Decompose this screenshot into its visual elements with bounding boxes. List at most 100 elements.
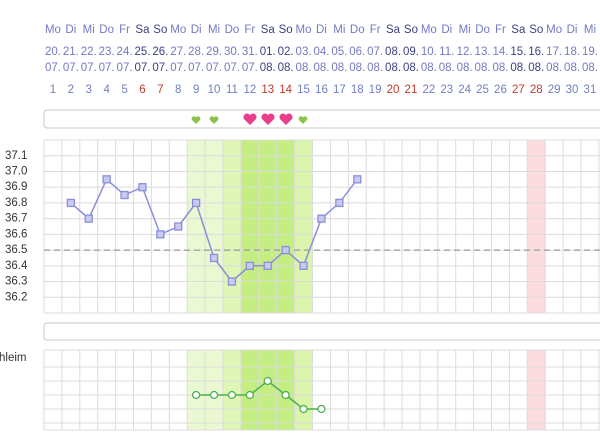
- month: 08.: [439, 62, 455, 74]
- weekday: Mo: [421, 24, 437, 36]
- temp-point: [317, 214, 326, 223]
- month: 07.: [63, 62, 79, 74]
- y-tick-label: 36.5: [5, 244, 27, 256]
- weekday: Mi: [459, 24, 471, 36]
- temp-point: [66, 198, 75, 208]
- month: 08.: [421, 62, 437, 74]
- date: 20.: [45, 46, 61, 58]
- weekday: Mo: [170, 24, 186, 36]
- heart: [261, 113, 275, 125]
- month: 08.: [475, 62, 491, 74]
- weekday: Di: [65, 24, 76, 36]
- month: 08.: [492, 62, 508, 74]
- month: 08.: [313, 62, 329, 74]
- cycle-day: 19: [369, 84, 382, 96]
- date: 16.: [528, 46, 544, 58]
- weekday: Fr: [244, 24, 255, 36]
- phase-band: [223, 140, 241, 313]
- weekday: So: [404, 24, 418, 36]
- month: 07.: [45, 62, 61, 74]
- date: 22.: [81, 46, 97, 58]
- temp-point: [299, 261, 308, 270]
- temp-point: [245, 261, 255, 270]
- month: 08.: [278, 62, 294, 74]
- date: 26.: [152, 46, 168, 58]
- month: 08.: [546, 62, 562, 74]
- phase-band: [294, 140, 313, 313]
- weekday: Fr: [119, 24, 130, 36]
- date: 28.: [188, 46, 204, 58]
- weekday: Mi: [208, 24, 220, 36]
- cycle-day: 15: [297, 84, 310, 96]
- month: 07.: [188, 62, 204, 74]
- heart: [209, 116, 219, 124]
- weekday: Fr: [370, 24, 381, 36]
- temp-point: [156, 230, 165, 239]
- heart: [298, 116, 308, 124]
- date: 09.: [403, 46, 419, 58]
- mucus-point: [245, 390, 255, 400]
- y-tick-label: 37.0: [5, 165, 27, 177]
- weekday: So: [279, 24, 293, 36]
- y-tick-label: 36.8: [5, 197, 27, 209]
- weekday: Mi: [333, 24, 345, 36]
- cycle-day: 12: [243, 84, 256, 96]
- month: 07.: [99, 62, 115, 74]
- temp-point: [174, 222, 183, 231]
- cycle-day: 13: [261, 84, 274, 96]
- date: 30.: [224, 46, 240, 58]
- month: 08.: [349, 62, 365, 74]
- cycle-day: 22: [422, 84, 435, 96]
- mucus-label: hleim: [0, 352, 26, 364]
- date: 29.: [206, 46, 222, 58]
- phase-band: [223, 350, 241, 430]
- month: 08.: [260, 62, 276, 74]
- date: 27.: [170, 46, 186, 58]
- weekday: Sa: [135, 24, 150, 36]
- cycle-day: 31: [584, 84, 597, 96]
- mucus-point: [227, 390, 237, 400]
- cycle-day: 11: [226, 84, 238, 96]
- date: 06.: [349, 46, 365, 58]
- weekday: Fr: [495, 24, 506, 36]
- weekday: Di: [191, 24, 202, 36]
- date: 01.: [260, 46, 276, 58]
- phase-band: [240, 140, 295, 313]
- month: 08.: [582, 62, 598, 74]
- mucus-point: [299, 404, 308, 414]
- date: 13.: [475, 46, 491, 58]
- month: 08.: [331, 62, 347, 74]
- month: 08.: [564, 62, 580, 74]
- cycle-day: 25: [476, 84, 489, 96]
- weekday: Do: [475, 24, 490, 36]
- cycle-day: 17: [333, 84, 346, 96]
- date: 05.: [331, 46, 347, 58]
- cycle-day: 6: [139, 84, 145, 96]
- cycle-day: 30: [566, 84, 579, 96]
- weekday: Sa: [386, 24, 401, 36]
- month: 07.: [170, 62, 186, 74]
- cycle-day: 24: [458, 84, 471, 96]
- weekday: Sa: [261, 24, 276, 36]
- date: 03.: [296, 46, 312, 58]
- month: 07.: [206, 62, 222, 74]
- heart: [279, 113, 293, 125]
- date: 24.: [117, 46, 133, 58]
- cycle-day: 1: [50, 84, 56, 96]
- weekday: So: [529, 24, 543, 36]
- weekday: Di: [316, 24, 327, 36]
- mucus-point: [209, 390, 219, 400]
- cycle-day: 26: [494, 84, 507, 96]
- hearts: [191, 113, 308, 125]
- month: 07.: [242, 62, 258, 74]
- date: 10.: [421, 46, 437, 58]
- mucus-point: [191, 390, 201, 400]
- cycle-day: 23: [440, 84, 453, 96]
- temp-point: [263, 261, 272, 270]
- date: 04.: [313, 46, 329, 58]
- date: 21.: [63, 46, 79, 58]
- cycle-day: 9: [193, 84, 199, 96]
- cycle-day: 16: [315, 84, 328, 96]
- cycle-day: 3: [86, 84, 92, 96]
